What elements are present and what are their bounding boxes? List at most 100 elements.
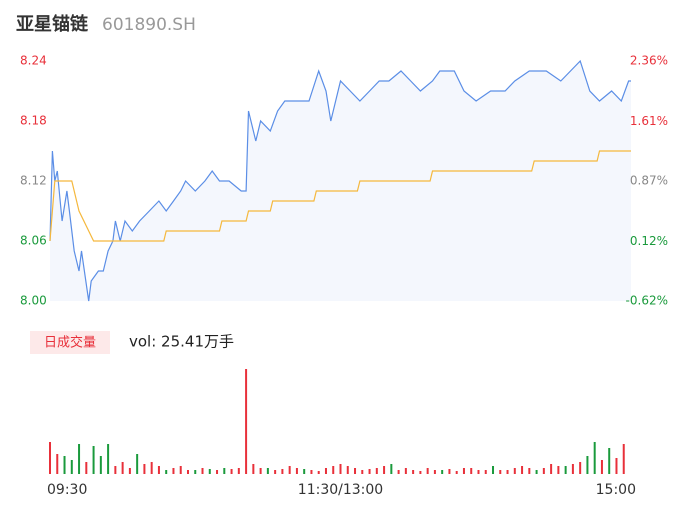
volume-bar [230, 469, 233, 474]
volume-bar [346, 466, 349, 474]
volume-bar [245, 369, 248, 474]
volume-tab-label[interactable]: 日成交量 [44, 335, 96, 351]
volume-bar [179, 466, 182, 474]
volume-bar [63, 456, 66, 474]
volume-bar [419, 471, 422, 474]
volume-bar [303, 469, 306, 474]
volume-bar [194, 470, 197, 474]
volume-bar [201, 468, 204, 474]
average-line [49, 150, 631, 242]
volume-bar [78, 444, 81, 474]
y-tick-label: 8.12 [20, 174, 47, 188]
volume-bar [288, 466, 291, 474]
volume-bar [186, 470, 189, 474]
volume-bar [281, 469, 284, 474]
volume-bar [622, 444, 625, 474]
volume-bar [136, 454, 139, 474]
volume-bar [143, 464, 146, 474]
volume-bar [550, 464, 553, 474]
volume-bar [157, 466, 160, 474]
volume-bar [521, 466, 524, 474]
y-tick-label: 8.18 [20, 114, 47, 128]
volume-bar [99, 456, 102, 474]
y2-tick-label: 1.61% [630, 114, 668, 128]
volume-bar [528, 468, 531, 474]
volume-bar [513, 468, 516, 474]
volume-bar [332, 466, 335, 474]
volume-bar [412, 470, 415, 474]
volume-bar [339, 464, 342, 474]
volume-tab[interactable] [30, 331, 110, 354]
volume-bar [121, 462, 124, 474]
volume-bar [49, 442, 51, 474]
volume-bar [390, 464, 393, 474]
volume-bar [586, 456, 589, 474]
volume-bar [484, 470, 487, 474]
volume-bar [317, 471, 320, 474]
y-tick-label: 8.06 [20, 234, 47, 248]
volume-bar [150, 462, 153, 474]
volume-bar [615, 458, 618, 474]
volume-bar [455, 471, 458, 474]
y-tick-label: 8.24 [20, 54, 47, 68]
volume-bar [608, 448, 611, 474]
volume-bar [295, 468, 298, 474]
volume-total: vol: 25.41万手 [129, 333, 234, 351]
volume-bar [216, 470, 219, 474]
volume-bar [600, 460, 603, 474]
volume-bar [564, 466, 567, 474]
volume-bar [165, 470, 168, 474]
volume-bar [535, 470, 538, 474]
volume-bar [208, 469, 211, 474]
volume-bar [542, 468, 545, 474]
volume-bar [383, 466, 386, 474]
volume-bar [252, 464, 255, 474]
stock-name: 亚星锚链 [16, 13, 89, 35]
volume-bar [361, 470, 364, 474]
volume-bar [56, 454, 59, 474]
stock-code: 601890.SH [102, 15, 196, 35]
volume-bar [354, 468, 357, 474]
volume-bar [237, 468, 240, 474]
volume-bar [557, 466, 560, 474]
volume-bar [172, 468, 175, 474]
volume-bar [593, 442, 596, 474]
price-area [50, 61, 631, 301]
x-tick-label: 15:00 [596, 482, 636, 498]
volume-bar [310, 470, 313, 474]
volume-bar [506, 470, 509, 474]
price-line [49, 59, 631, 302]
x-tick-label: 11:30/13:00 [298, 482, 383, 498]
volume-bar [477, 470, 480, 474]
y2-tick-label: 0.87% [630, 174, 668, 188]
y-tick-label: 8.00 [20, 294, 47, 308]
volume-bar [368, 469, 371, 474]
volume-bar [266, 468, 269, 474]
volume-bar [324, 468, 327, 474]
volume-bar [92, 446, 95, 474]
volume-bar [462, 468, 465, 474]
volume-bar [70, 460, 73, 474]
volume-bar [223, 468, 226, 474]
volume-bar [448, 469, 451, 474]
volume-bar [579, 462, 582, 474]
volume-bar [107, 444, 110, 474]
y2-tick-label: 2.36% [630, 54, 668, 68]
volume-bar [397, 470, 400, 474]
volume-bar [433, 470, 436, 474]
volume-bar [441, 470, 444, 474]
volume-bar [259, 468, 262, 474]
volume-bar [470, 468, 473, 474]
y2-tick-label: 0.12% [630, 234, 668, 248]
volume-bar [114, 466, 117, 474]
volume-bar [375, 468, 378, 474]
x-tick-label: 09:30 [47, 482, 87, 498]
volume-bar [274, 470, 277, 474]
y2-tick-label: -0.62% [626, 294, 668, 308]
volume-bar [426, 468, 429, 474]
volume-bar [571, 464, 574, 474]
volume-bar [404, 468, 407, 474]
volume-bar [128, 468, 131, 474]
